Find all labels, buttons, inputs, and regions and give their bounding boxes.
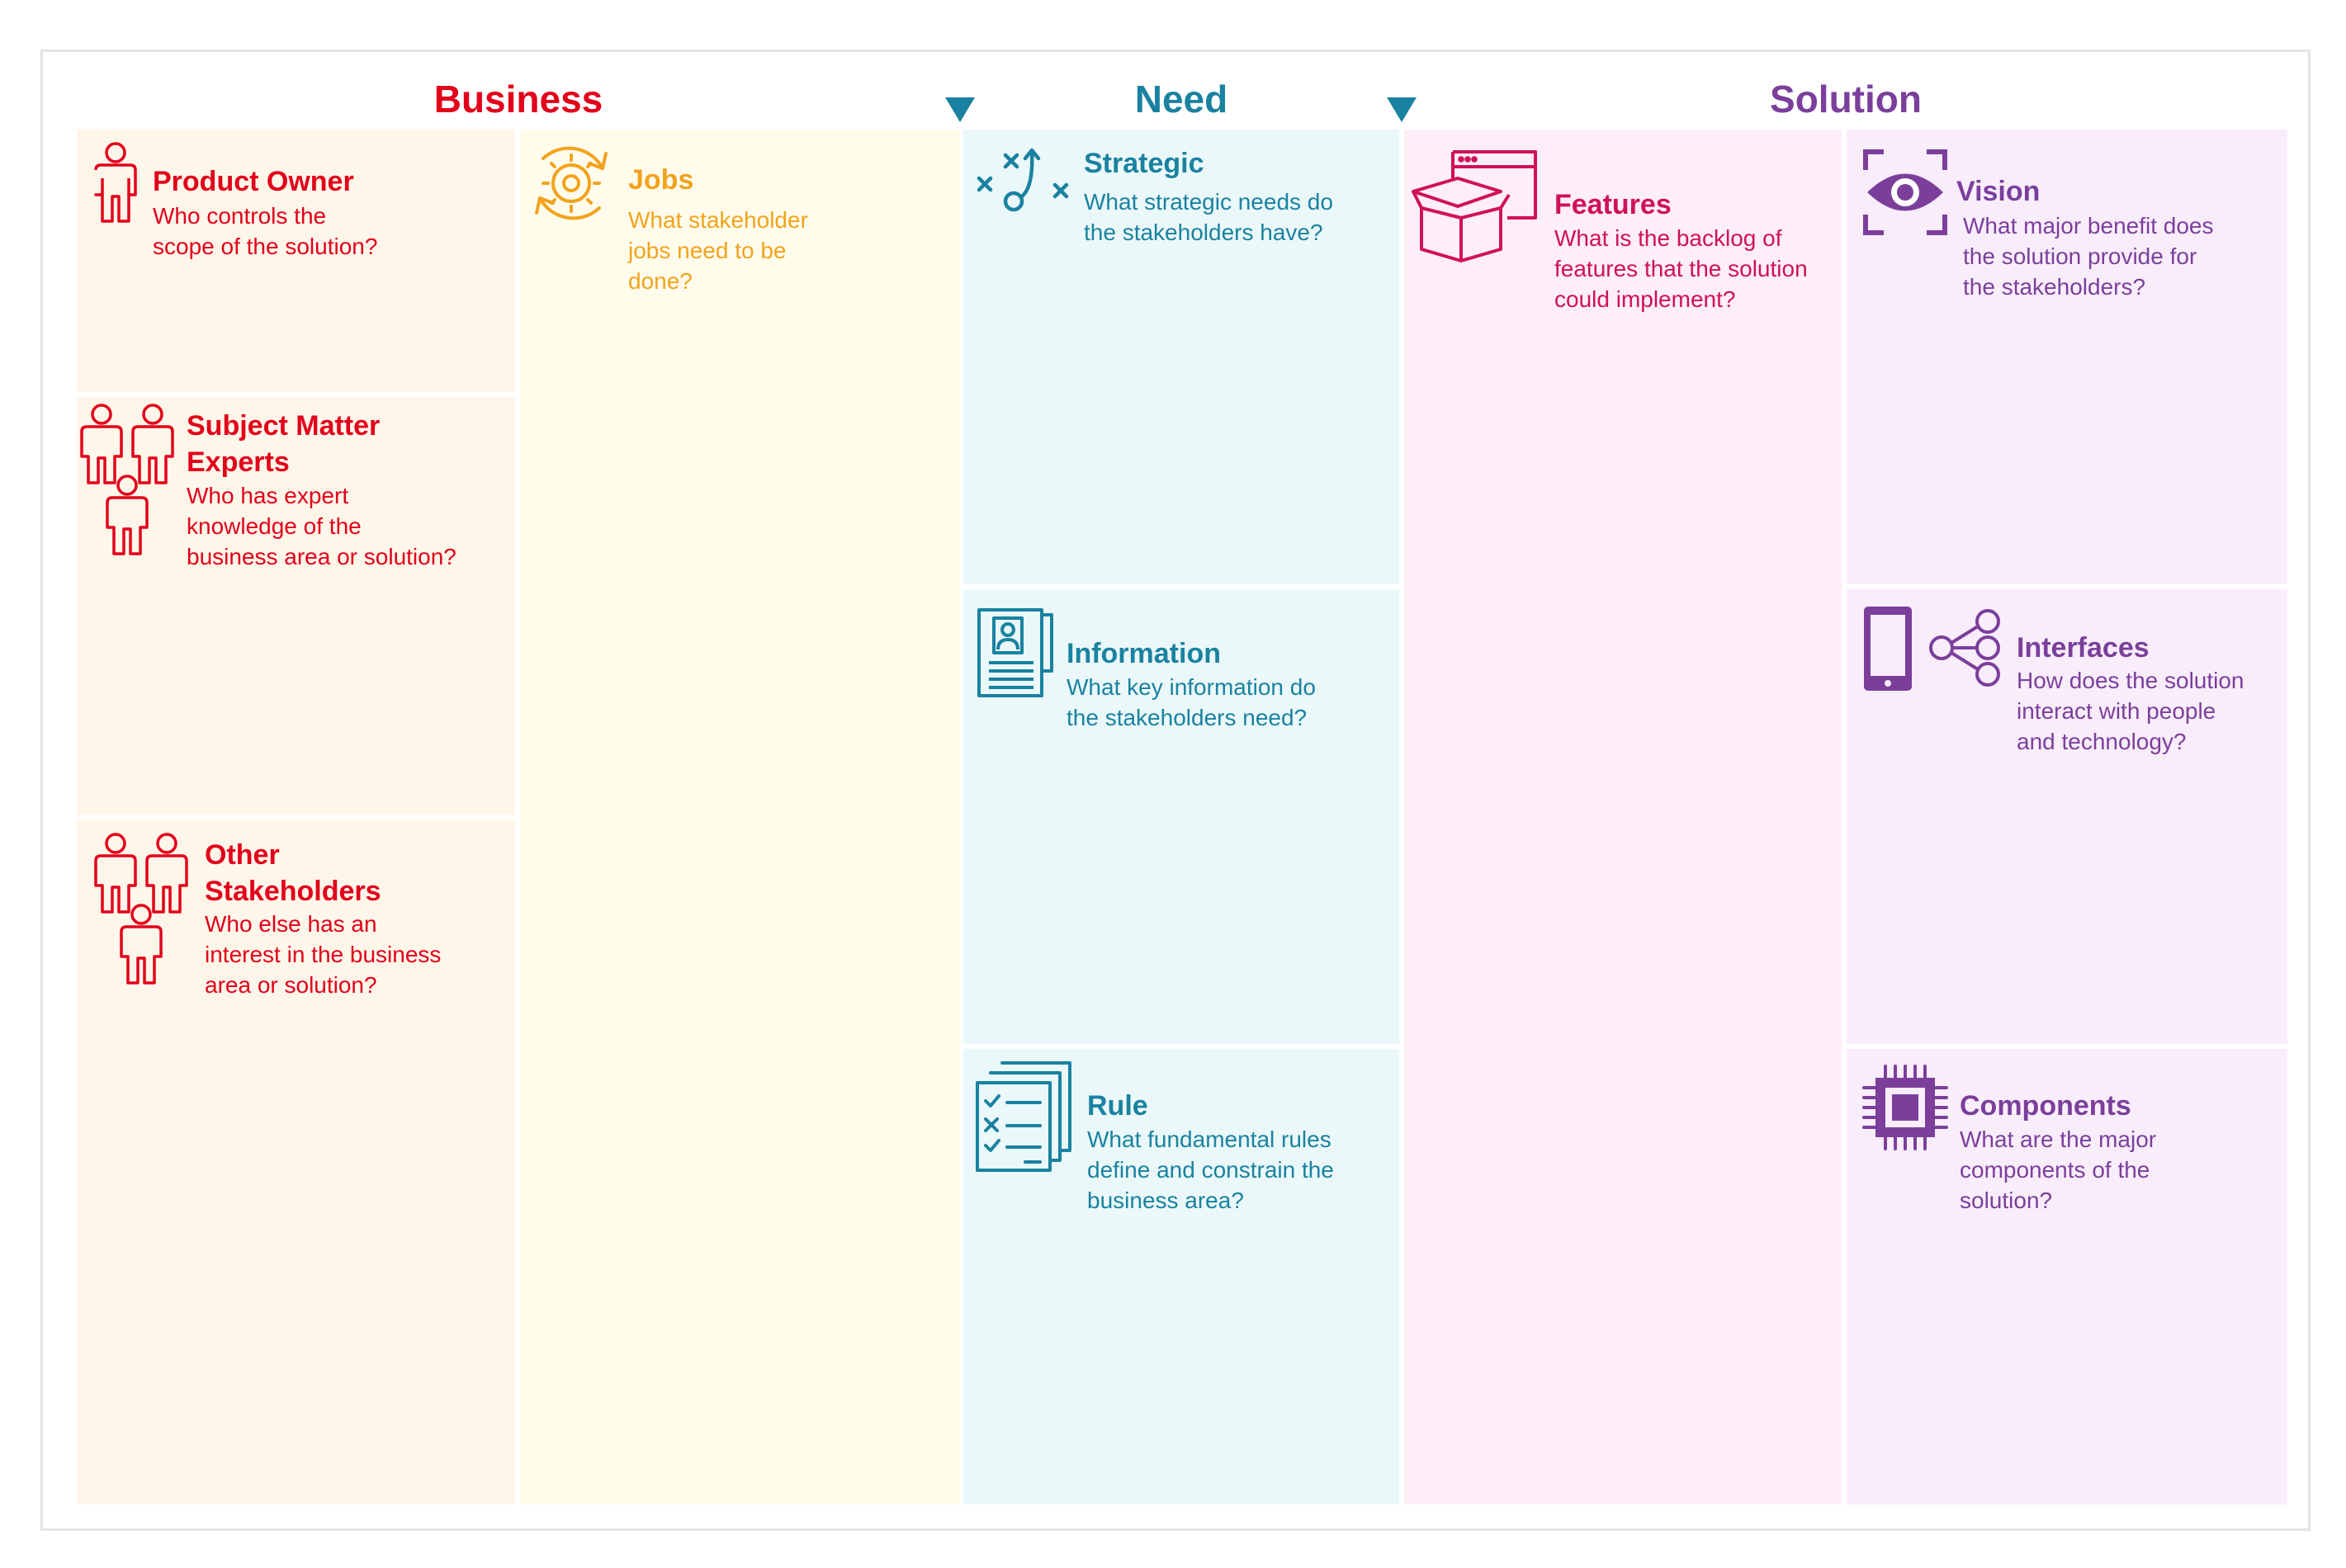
card-title: Information <box>1067 638 1221 669</box>
checklist-icon <box>974 1060 1073 1174</box>
card-title: Product Owner <box>153 166 354 197</box>
chip-icon <box>1861 1063 1950 1152</box>
panel-features[interactable] <box>1404 130 1842 1504</box>
card-description: What stakeholder jobs need to be done? <box>628 207 808 294</box>
eye-icon <box>1862 149 1948 236</box>
box-window-icon <box>1410 149 1539 264</box>
card-description: Who has expert knowledge of the business a… <box>187 483 456 569</box>
panel-product-owner[interactable] <box>77 130 515 392</box>
card-description: What key information do the stakeholders … <box>1067 674 1316 730</box>
group-icon <box>91 833 198 985</box>
gear-cycle-icon <box>527 139 616 228</box>
panel-strategic[interactable] <box>963 130 1399 584</box>
divider-arrow-left <box>945 97 975 122</box>
card-description: Who controls the scope of the solution? <box>153 203 378 259</box>
panel-jobs[interactable] <box>520 130 960 1504</box>
card-title: Rule <box>1087 1090 1148 1122</box>
card-title: Other Stakeholders <box>205 839 381 907</box>
card-description: What fundamental rules define and constra… <box>1087 1126 1334 1213</box>
profile-document-icon <box>976 607 1055 699</box>
card-title: Subject Matter Experts <box>187 410 381 478</box>
person-icon <box>91 142 140 224</box>
card-description: What are the major components of the solut… <box>1960 1126 2157 1213</box>
card-title: Jobs <box>628 164 694 196</box>
card-description: How does the solution interact with peopl… <box>2017 668 2244 754</box>
card-title: Interfaces <box>2017 632 2150 664</box>
card-title: Strategic <box>1084 148 1204 179</box>
card-title: Features <box>1554 189 1672 220</box>
group-icon <box>77 404 184 556</box>
card-title: Components <box>1960 1090 2131 1122</box>
phone-share-icon <box>1862 605 2003 692</box>
card-description: What strategic needs do the stakeholders … <box>1084 189 1333 245</box>
card-title: Vision <box>1956 176 2041 207</box>
card-description: What major benefit does the solution prov… <box>1963 213 2214 300</box>
heading-business: Business <box>433 78 603 120</box>
divider-arrow-right <box>1387 97 1417 122</box>
panel-information[interactable] <box>963 589 1399 1044</box>
card-description: What is the backlog of features that the … <box>1554 225 1808 312</box>
card-description: Who else has an interest in the business a… <box>205 911 442 998</box>
strategy-play-icon <box>976 145 1071 218</box>
panel-interfaces[interactable] <box>1847 589 2287 1044</box>
heading-solution: Solution <box>1770 78 1922 120</box>
panel-other-stakeholders[interactable] <box>77 819 515 1504</box>
heading-need: Need <box>1134 78 1228 120</box>
